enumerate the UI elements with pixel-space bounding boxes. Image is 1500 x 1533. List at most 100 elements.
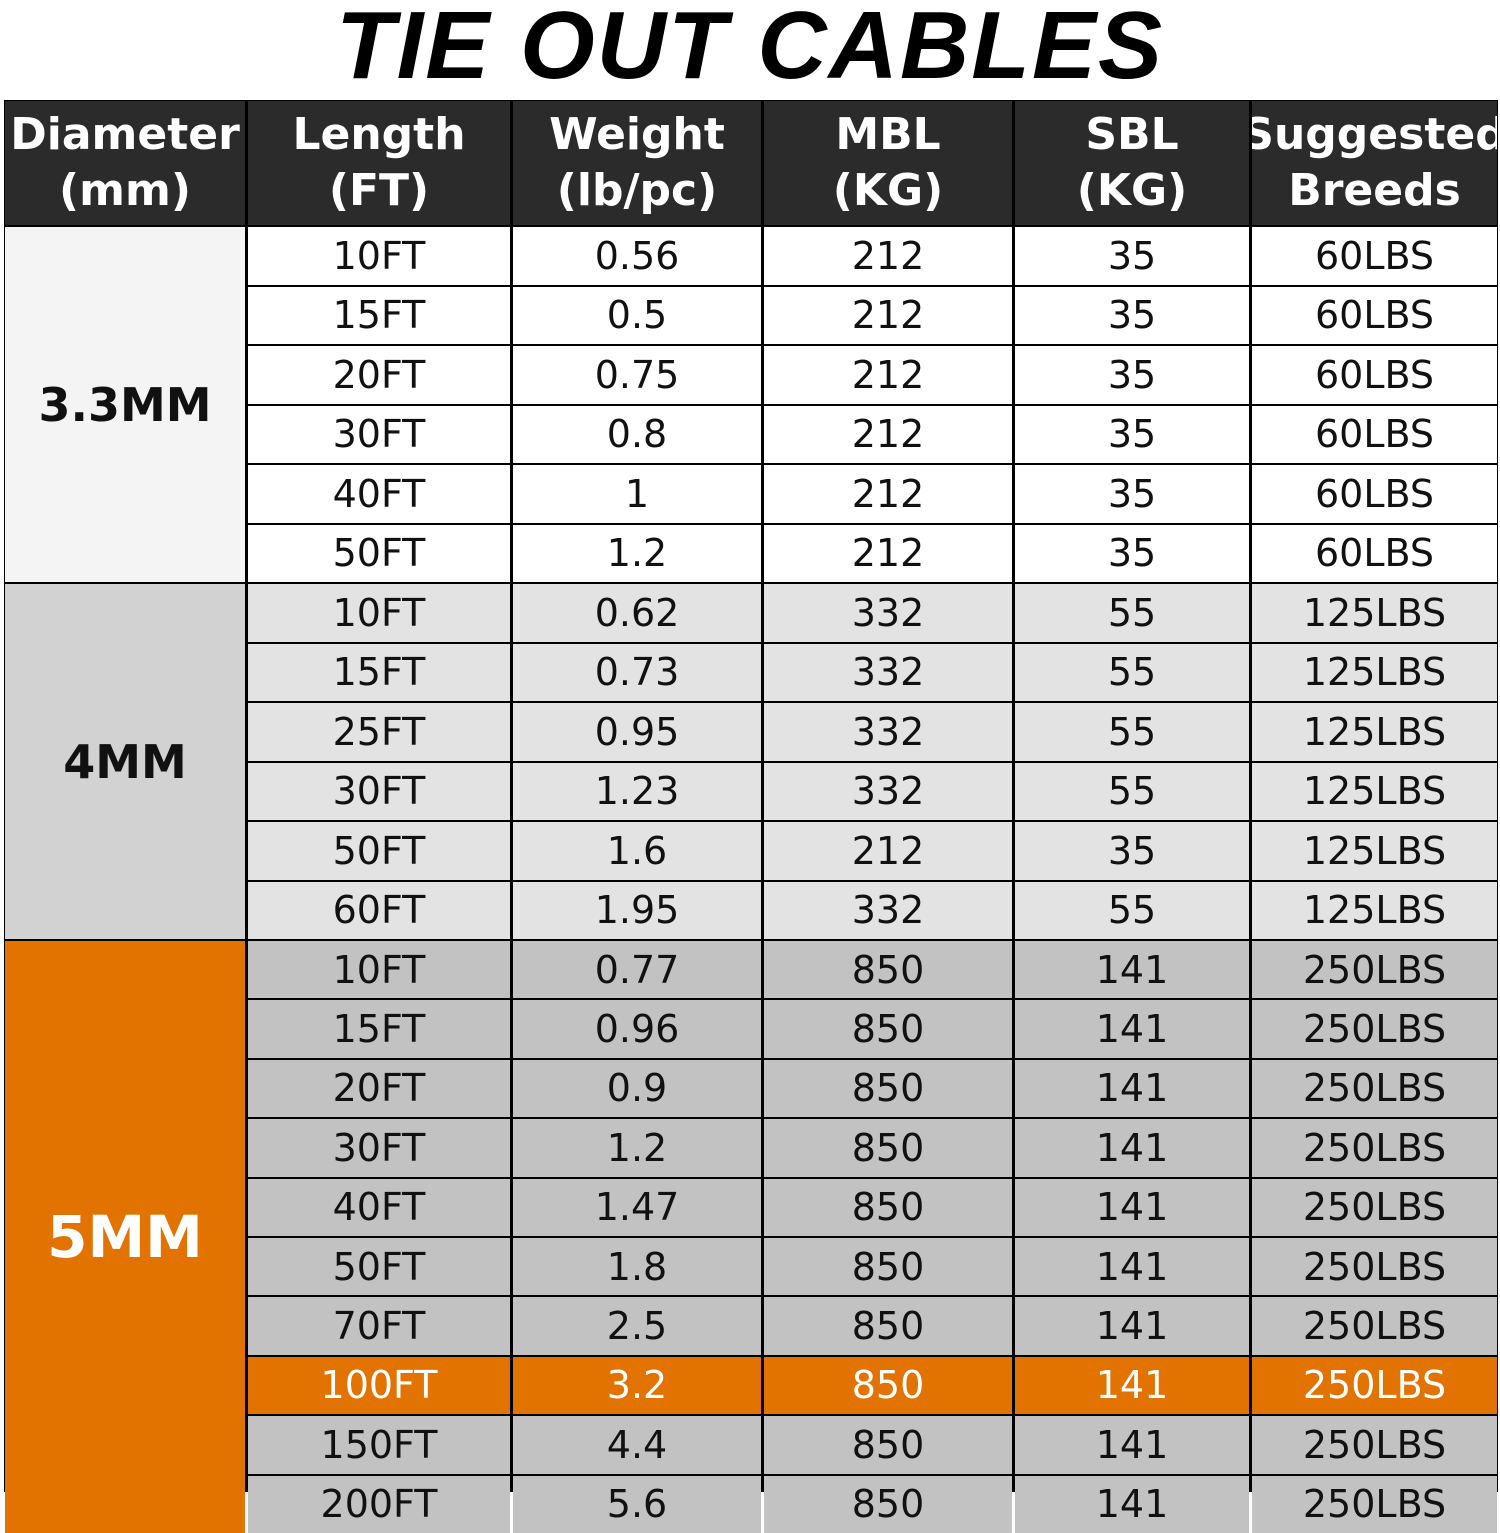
diameter-group-label: 5MM [5,941,245,1533]
header-breeds: Suggested Breeds [1252,101,1497,225]
mbl-cell: 212 [764,822,1012,880]
sbl-cell: 141 [1015,1475,1249,1533]
sbl-cell: 141 [1015,1237,1249,1296]
weight-cell: 1.23 [513,762,761,820]
breeds-cell: 125LBS [1252,703,1497,761]
weight-cell: 1 [513,465,761,523]
length-cell: 30FT [248,762,510,820]
length-cell: 40FT [248,465,510,523]
breeds-cell: 250LBS [1252,1416,1497,1474]
sbl-cell: 35 [1015,286,1249,344]
mbl-cell: 212 [764,405,1012,463]
weight-cell: 3.2 [513,1356,761,1415]
mbl-cell: 212 [764,286,1012,344]
length-cell: 10FT [248,227,510,285]
mbl-cell: 850 [764,941,1012,999]
weight-cell: 0.77 [513,941,761,999]
breeds-cell: 250LBS [1252,1059,1497,1118]
mbl-cell: 850 [764,1416,1012,1474]
weight-cell: 5.6 [513,1475,761,1533]
mbl-cell: 332 [764,762,1012,820]
sbl-cell: 141 [1015,941,1249,999]
breeds-cell: 125LBS [1252,881,1497,939]
sbl-cell: 55 [1015,762,1249,820]
length-cell: 50FT [248,1237,510,1296]
breeds-cell: 125LBS [1252,762,1497,820]
breeds-cell: 250LBS [1252,941,1497,999]
weight-cell: 0.9 [513,1059,761,1118]
mbl-cell: 850 [764,1297,1012,1355]
breeds-cell: 250LBS [1252,1237,1497,1296]
breeds-cell: 60LBS [1252,405,1497,463]
mbl-cell: 850 [764,1237,1012,1296]
header-weight: Weight (lb/pc) [513,101,761,225]
length-cell: 150FT [248,1416,510,1474]
sbl-cell: 35 [1015,524,1249,582]
sbl-cell: 141 [1015,1356,1249,1415]
mbl-cell: 212 [764,346,1012,404]
header-diameter: Diameter (mm) [5,101,245,225]
length-cell: 20FT [248,346,510,404]
breeds-cell: 250LBS [1252,1297,1497,1355]
length-cell: 15FT [248,286,510,344]
header-mbl: MBL (KG) [764,101,1012,225]
weight-cell: 0.62 [513,584,761,642]
breeds-cell: 125LBS [1252,584,1497,642]
sbl-cell: 35 [1015,227,1249,285]
breeds-cell: 60LBS [1252,286,1497,344]
sbl-cell: 55 [1015,584,1249,642]
page-title: TIE OUT CABLES [335,0,1164,99]
breeds-cell: 125LBS [1252,643,1497,701]
sbl-cell: 55 [1015,643,1249,701]
weight-cell: 0.96 [513,1000,761,1058]
header-length: Length (FT) [248,101,510,225]
weight-cell: 0.56 [513,227,761,285]
weight-cell: 0.5 [513,286,761,344]
sbl-cell: 141 [1015,1297,1249,1355]
weight-cell: 0.8 [513,405,761,463]
mbl-cell: 850 [764,1000,1012,1058]
length-cell: 15FT [248,1000,510,1058]
mbl-cell: 332 [764,584,1012,642]
sbl-cell: 141 [1015,1059,1249,1118]
mbl-cell: 850 [764,1475,1012,1533]
sbl-cell: 55 [1015,703,1249,761]
weight-cell: 2.5 [513,1297,761,1355]
sbl-cell: 35 [1015,822,1249,880]
mbl-cell: 332 [764,881,1012,939]
weight-cell: 1.2 [513,1119,761,1177]
weight-cell: 1.2 [513,524,761,582]
length-cell: 15FT [248,643,510,701]
breeds-cell: 250LBS [1252,1178,1497,1236]
length-cell: 10FT [248,584,510,642]
sbl-cell: 141 [1015,1416,1249,1474]
sbl-cell: 141 [1015,1178,1249,1236]
breeds-cell: 125LBS [1252,822,1497,880]
breeds-cell: 60LBS [1252,227,1497,285]
sbl-cell: 141 [1015,1000,1249,1058]
length-cell: 200FT [248,1475,510,1533]
mbl-cell: 212 [764,465,1012,523]
weight-cell: 1.47 [513,1178,761,1236]
length-cell: 20FT [248,1059,510,1118]
length-cell: 60FT [248,881,510,939]
length-cell: 70FT [248,1297,510,1355]
length-cell: 30FT [248,405,510,463]
mbl-cell: 850 [764,1178,1012,1236]
weight-cell: 4.4 [513,1416,761,1474]
length-cell: 50FT [248,524,510,582]
breeds-cell: 60LBS [1252,524,1497,582]
mbl-cell: 212 [764,524,1012,582]
mbl-cell: 332 [764,703,1012,761]
sbl-cell: 35 [1015,346,1249,404]
spec-table: Diameter (mm) Length (FT) Weight (lb/pc) MB… [4,100,1498,1533]
length-cell: 100FT [248,1356,510,1415]
weight-cell: 1.6 [513,822,761,880]
length-cell: 40FT [248,1178,510,1236]
length-cell: 25FT [248,703,510,761]
sbl-cell: 35 [1015,405,1249,463]
header-sbl: SBL (KG) [1015,101,1249,225]
mbl-cell: 850 [764,1059,1012,1118]
weight-cell: 0.75 [513,346,761,404]
sbl-cell: 141 [1015,1119,1249,1177]
